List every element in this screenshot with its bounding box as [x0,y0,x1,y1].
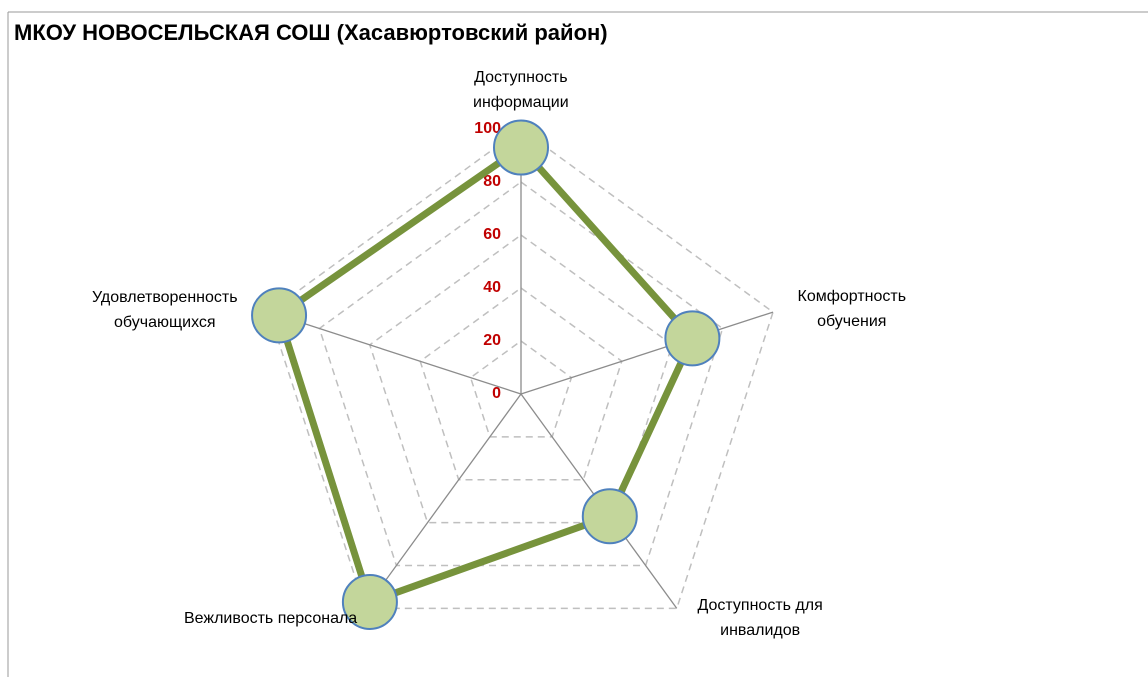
category-label: Доступность для инвалидов [697,597,823,639]
marker [581,488,638,545]
r-tick-label: 0 [492,385,501,402]
axis-line [268,311,522,395]
category-label: Доступность информации [473,69,569,111]
grid-line [469,340,573,438]
r-tick-label: 60 [483,226,501,243]
grid-line [268,128,774,610]
axis-line [364,393,522,609]
category-label: Комфортность обучения [797,288,907,330]
marker [664,310,721,367]
r-tick-label: 40 [483,279,501,296]
axis-line [520,311,774,395]
grid-line [419,287,623,481]
marker [493,119,549,176]
r-tick-label: 20 [483,332,501,349]
marker [341,573,398,630]
r-tick-label: 80 [483,173,501,190]
marker [251,287,308,344]
category-label: Удовлетворенность обучающихся [92,289,238,331]
r-tick-label: 100 [474,120,501,137]
grid-line [318,181,724,567]
series-line [275,144,696,606]
category-label: Вежливость персонала [184,610,358,627]
chart-title: МКОУ НОВОСЕЛЬСКАЯ СОШ (Хасавюртовский ра… [14,20,608,45]
